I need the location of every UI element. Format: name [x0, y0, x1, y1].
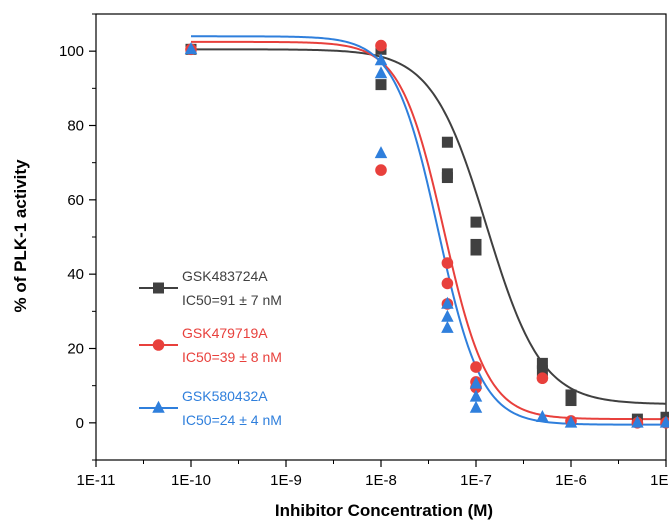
- y-tick-label: 40: [67, 266, 84, 283]
- data-point-gsk483724a: [536, 365, 548, 377]
- x-tick-label: 1E-8: [365, 472, 397, 489]
- data-point-gsk483724a: [441, 172, 453, 184]
- legend-series-name: GSK483724A: [182, 268, 268, 284]
- legend-marker: [153, 282, 164, 294]
- legend-series-name: GSK479719A: [182, 325, 268, 341]
- y-axis: 0 20 40 60 80 100: [59, 13, 96, 461]
- data-point-gsk580432a: [631, 415, 644, 428]
- legend-ic50-label: IC50=91 ± 7 nM: [182, 292, 282, 308]
- y-tick-label: 80: [67, 118, 84, 135]
- fit-curve-gsk580432a: [191, 35, 666, 426]
- data-point-gsk479719a: [536, 372, 549, 385]
- legend-ic50-label: IC50=24 ± 4 nM: [182, 412, 282, 428]
- legend-ic50-label: IC50=39 ± 8 nM: [182, 349, 282, 365]
- x-tick-label: 1E-9: [270, 472, 302, 489]
- data-point-gsk580432a: [374, 53, 388, 66]
- data-point-gsk483724a: [565, 389, 577, 401]
- data-point-gsk580432a: [441, 320, 454, 333]
- data-point-gsk483724a: [536, 357, 548, 369]
- data-point-gsk483724a: [375, 79, 387, 91]
- data-point-gsk479719a: [470, 361, 482, 373]
- data-point-gsk580432a: [374, 66, 388, 79]
- y-tick-label: 100: [59, 43, 84, 60]
- data-point-gsk580432a: [536, 410, 549, 423]
- data-point-gsk580432a: [441, 309, 454, 322]
- x-tick-label: 1E-10: [171, 472, 211, 489]
- data-point-gsk483724a: [470, 238, 482, 250]
- data-point-gsk580432a: [469, 400, 483, 413]
- fit-curve-gsk479719a: [191, 40, 666, 421]
- data-points: [184, 39, 669, 429]
- data-point-gsk479719a: [441, 277, 454, 290]
- x-axis-title: Inhibitor Concentration (M): [275, 501, 493, 520]
- data-point-gsk580432a: [659, 415, 669, 428]
- data-point-gsk580432a: [564, 415, 578, 428]
- legend-series-name: GSK580432A: [182, 388, 268, 404]
- data-point-gsk479719a: [375, 39, 387, 52]
- fit-curve-gsk483724a: [191, 48, 667, 405]
- y-tick-label: 20: [67, 341, 84, 358]
- x-tick-label: 1E-5: [650, 472, 669, 489]
- x-axis: 1E-11 1E-10 1E-9 1E-8 1E-7 1E-6 1E-5: [77, 460, 669, 489]
- y-axis-title: % of PLK-1 activity: [11, 159, 30, 313]
- data-point-gsk580432a: [441, 296, 454, 309]
- data-point-gsk580432a: [184, 42, 198, 55]
- data-point-gsk479719a: [441, 257, 454, 269]
- legend-marker: [152, 400, 165, 413]
- data-point-gsk580432a: [374, 146, 388, 159]
- data-point-gsk479719a: [375, 164, 387, 176]
- x-tick-label: 1E-7: [460, 472, 492, 489]
- legend-marker: [152, 339, 165, 351]
- legend: GSK483724A IC50=91 ± 7 nM GSK479719A IC50=3…: [139, 268, 282, 428]
- y-tick-label: 60: [67, 192, 84, 209]
- data-point-gsk483724a: [470, 216, 482, 228]
- x-tick-label: 1E-6: [555, 472, 587, 489]
- fit-curves: [191, 35, 667, 426]
- data-point-gsk580432a: [469, 376, 483, 389]
- data-point-gsk483724a: [441, 136, 453, 148]
- data-point-gsk580432a: [469, 389, 483, 402]
- data-point-gsk483724a: [565, 395, 577, 407]
- x-tick-label: 1E-11: [77, 472, 116, 489]
- data-point-gsk483724a: [470, 244, 482, 256]
- y-tick-label: 0: [76, 415, 84, 432]
